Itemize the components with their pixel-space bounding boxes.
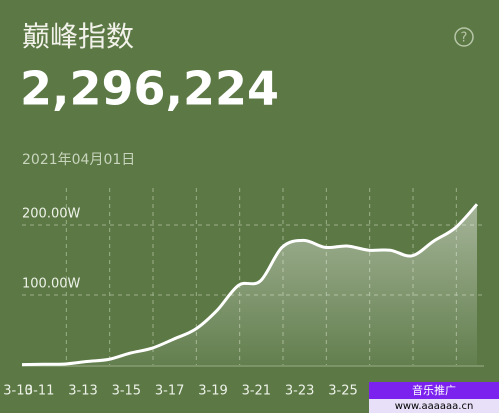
line [21, 203, 479, 367]
help-icon-text[interactable]: ? [461, 31, 468, 46]
watermark-url: www.aaaaaa.cn [395, 401, 474, 412]
date: 2021年04月01日 [22, 152, 135, 168]
x-tick-label: 3-17 [155, 384, 185, 399]
x-tick-label: 3-25 [328, 384, 358, 399]
x-tick-label: 3-13 [68, 384, 98, 399]
x-tick-label: 3-15 [112, 384, 142, 399]
x-tick-label: 3-10 [3, 384, 33, 399]
watermark-strip [369, 399, 499, 413]
watermark-text: 音乐推广 [412, 383, 456, 397]
y-tick-label: 200.00W [22, 207, 80, 222]
x-tick-label: 3-21 [242, 384, 272, 399]
x-tick-label: 3-11 [25, 384, 55, 399]
help-icon[interactable] [454, 27, 474, 47]
y-tick-label: 100.00W [22, 277, 80, 292]
big-value: 2,296,224 [20, 62, 279, 116]
title: 巅峰指数 [22, 20, 134, 53]
x-tick-label: 3-23 [285, 384, 315, 399]
x-tick-label: 3-19 [198, 384, 228, 399]
